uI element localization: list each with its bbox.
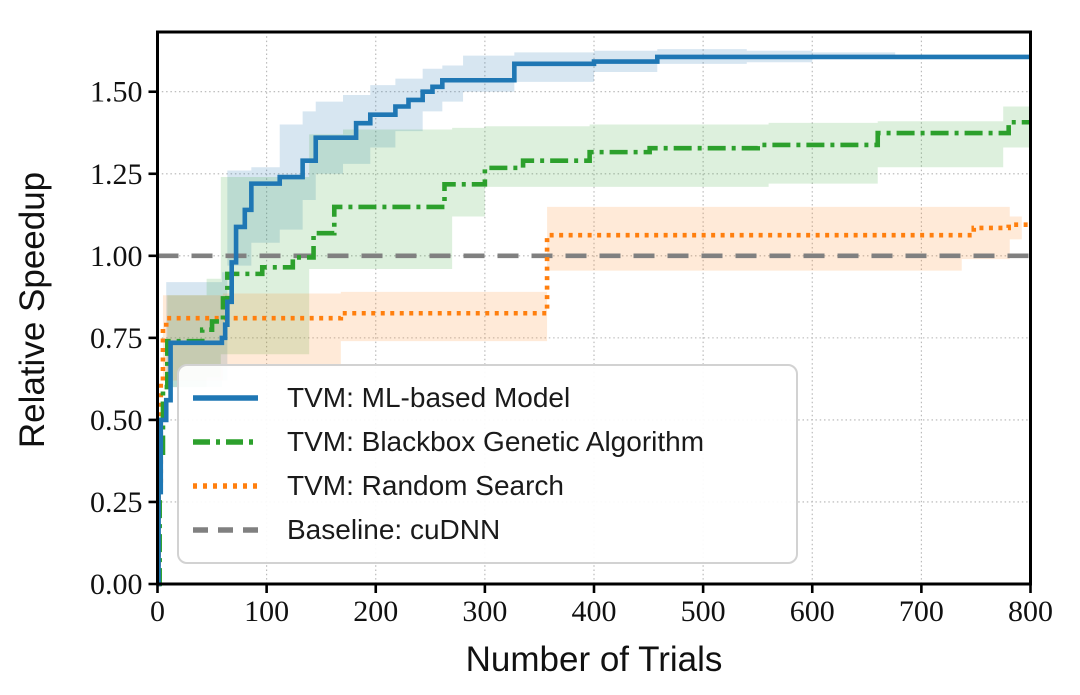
x-tick-label: 800: [1008, 595, 1053, 628]
legend-line-sample-solid: [193, 395, 258, 401]
x-tick-label: 500: [681, 595, 726, 628]
x-tick-label: 700: [899, 595, 944, 628]
x-axis-label: Number of Trials: [465, 640, 723, 679]
legend-label: Baseline: cuDNN: [287, 514, 501, 545]
y-tick-label: 1.25: [90, 158, 143, 191]
legend-line-sample-dashed: [193, 527, 258, 533]
x-tick-label: 200: [353, 595, 398, 628]
y-tick-label: 1.00: [90, 240, 143, 273]
y-tick-label: 0.00: [90, 568, 143, 601]
legend-item-random-search: TVM: Random Search: [190, 470, 796, 502]
legend-line-sample-dashdot: [193, 439, 258, 445]
series-line-solid: [156, 54, 1031, 587]
legend-label: TVM: ML-based Model: [287, 382, 571, 413]
legend-item-baseline-cudnn: Baseline: cuDNN: [190, 514, 796, 546]
confidence-band-series-2: [162, 206, 1031, 381]
legend-line-sample-dotted: [193, 483, 258, 489]
y-tick-label: 0.50: [90, 404, 143, 437]
x-tick-label: 100: [244, 595, 289, 628]
legend-item-ml-based-model: TVM: ML-based Model: [190, 382, 796, 414]
confidence-band-series-0: [166, 49, 1031, 388]
y-axis-label: Relative Speedup: [13, 171, 52, 449]
legend-label: TVM: Blackbox Genetic Algorithm: [287, 426, 705, 457]
y-tick-label: 1.50: [90, 76, 143, 109]
legend-item-blackbox-genetic: TVM: Blackbox Genetic Algorithm: [190, 426, 796, 458]
legend-label: TVM: Random Search: [287, 470, 564, 501]
x-tick-label: 0: [150, 595, 165, 628]
confidence-band-series-1: [167, 106, 1031, 388]
x-tick-label: 300: [462, 595, 507, 628]
y-tick-label: 0.25: [90, 486, 143, 519]
x-tick-label: 600: [790, 595, 835, 628]
series-line-dotted: [156, 222, 1033, 587]
y-tick-label: 0.75: [90, 322, 143, 355]
x-tick-label: 400: [572, 595, 617, 628]
legend: TVM: ML-based Model TVM: Blackbox Geneti…: [177, 364, 798, 564]
